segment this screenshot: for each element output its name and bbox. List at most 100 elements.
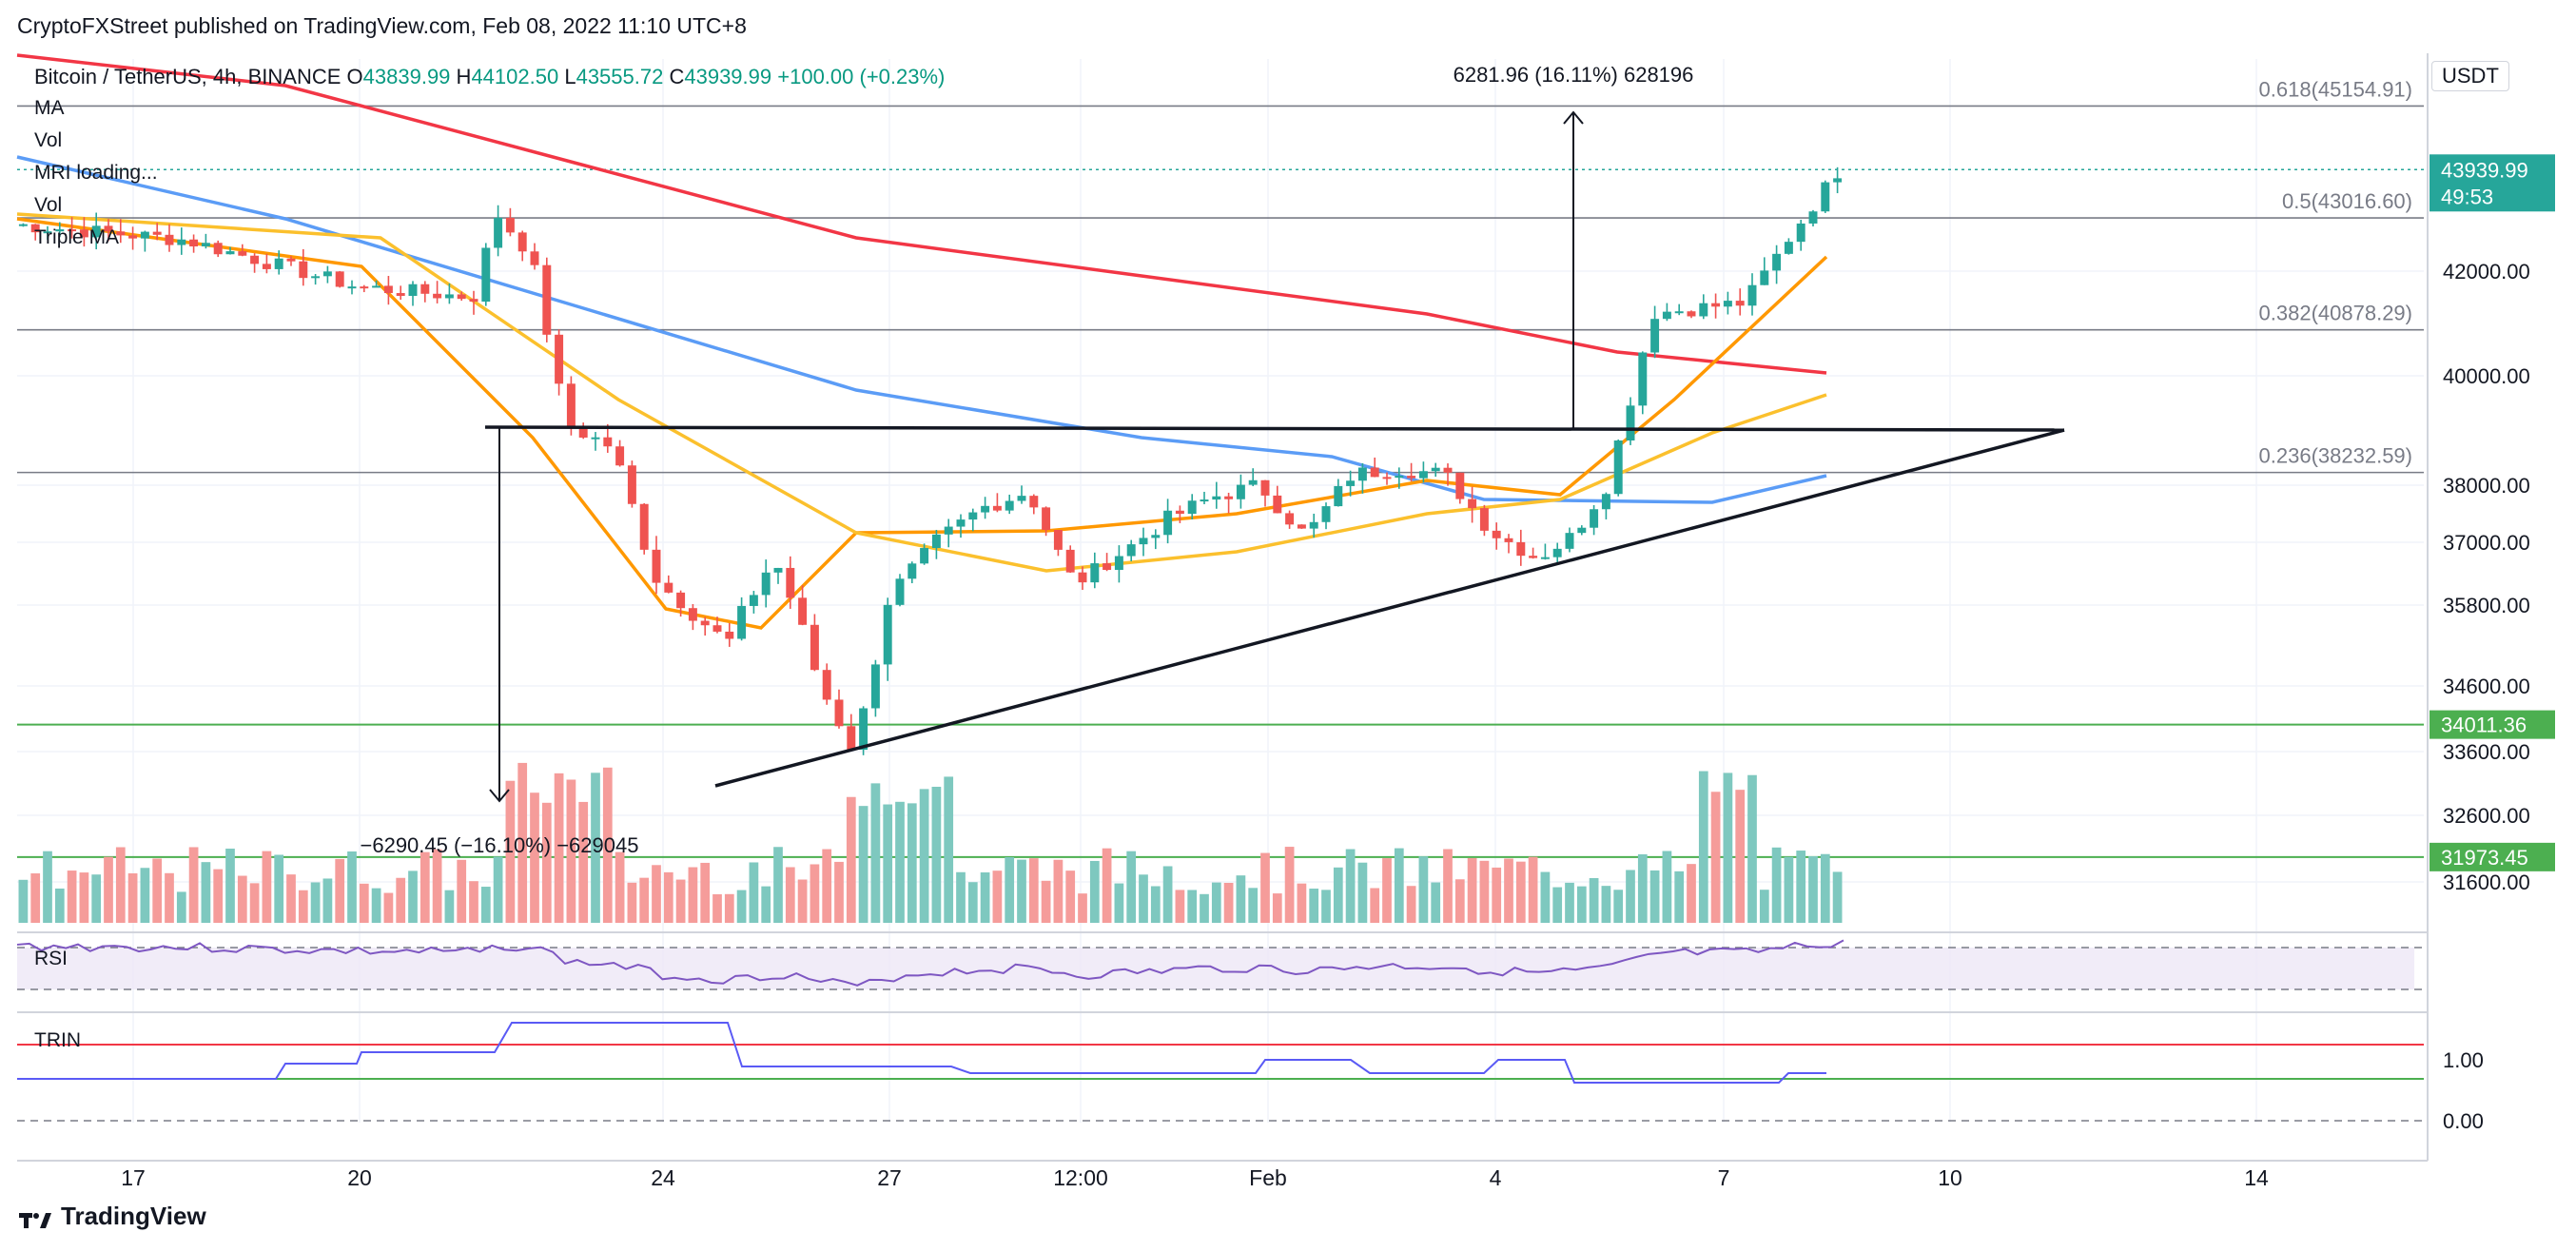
trin-tick-1: 0.00 (2443, 1109, 2484, 1133)
volume-bar (810, 864, 820, 923)
volume-bar (944, 776, 954, 923)
time-tick-7: 7 (1718, 1165, 1730, 1190)
support-badge-label-4: 34011.36 (2441, 714, 2527, 737)
candle-body (1431, 467, 1440, 472)
fib-levels: 0.618(45154.91) 0.5(43016.60) 0.382(40878.… (17, 77, 2555, 871)
candle-body (798, 597, 808, 625)
volume-bar (1565, 882, 1574, 923)
volume-bar (104, 856, 113, 923)
candle-body (1711, 303, 1721, 307)
candle-body (43, 231, 52, 234)
candle-body (627, 465, 636, 504)
volume-bar (1662, 851, 1672, 923)
candle-body (152, 231, 162, 235)
volume-bar (30, 873, 41, 923)
candle-body (1808, 211, 1818, 224)
candle-body (1650, 319, 1660, 353)
candle-body (360, 286, 369, 289)
volume-bar (1674, 871, 1685, 923)
indicator-vol[interactable]: Vol (34, 129, 63, 151)
candle-body (883, 604, 892, 665)
volume-bar (457, 859, 467, 923)
candle-body (347, 286, 357, 289)
candle-body (1175, 510, 1184, 515)
volume-bar (201, 862, 211, 923)
candle-body (956, 519, 966, 527)
ohlc-close-label: C (669, 65, 685, 88)
ohlc-high-label: H (456, 65, 472, 88)
volume-bar (797, 879, 808, 923)
candle-body (457, 294, 466, 300)
candle-body (542, 264, 552, 335)
volume-bar (615, 851, 625, 923)
candle-body (1687, 311, 1696, 317)
indicator-triple-ma[interactable]: Triple MA (34, 226, 120, 248)
volume-bar (1345, 849, 1356, 923)
candle-body (615, 446, 625, 466)
indicator-vol-2[interactable]: Vol (34, 194, 63, 216)
volume-bar (396, 877, 406, 923)
candle-body (396, 293, 405, 297)
candle-body (517, 232, 527, 252)
volume-bar (554, 773, 564, 923)
volume-bar (870, 783, 881, 923)
volume-bar (1454, 879, 1465, 923)
ohlc-change: +100.00 (+0.23%) (777, 65, 946, 88)
volume-bar (591, 773, 600, 923)
volume-bar (1150, 886, 1161, 923)
volume-bar (262, 851, 272, 923)
ohlc-open: 43839.99 (362, 65, 451, 88)
candle-body (847, 726, 856, 751)
candle-body (1357, 467, 1367, 481)
volume-bar (480, 887, 491, 923)
volume-bar (688, 867, 698, 923)
candle-body (433, 293, 442, 299)
volume-bar (335, 858, 345, 923)
candle-body (1309, 521, 1318, 529)
measure-up-label: 6281.96 (16.11%) 628196 (1454, 63, 1694, 87)
candle-body (737, 605, 747, 639)
volume-bar (1041, 880, 1051, 923)
volume-bar (1187, 890, 1198, 923)
volume-bar (274, 854, 284, 923)
volume-bar (1005, 856, 1015, 923)
volume-bar (1576, 886, 1587, 923)
ma-orange-line (16, 217, 1828, 630)
volume-bar (980, 871, 990, 923)
candle-body (1260, 479, 1270, 496)
volume-bar (1515, 861, 1526, 923)
volume-bar (444, 890, 455, 923)
candle-body (1370, 467, 1379, 478)
candle-body (1613, 440, 1623, 495)
candle-body (1479, 508, 1489, 531)
indicator-ma[interactable]: MA (34, 97, 65, 119)
price-tick-5: 34600.00 (2443, 675, 2530, 698)
candle-body (639, 503, 649, 550)
volume-bars (18, 762, 1843, 923)
volume-bar (1284, 847, 1295, 923)
grid (17, 59, 2424, 1123)
volume-bar (639, 877, 650, 923)
candle-body (1285, 513, 1295, 525)
volume-bar (1626, 870, 1635, 923)
volume-bar (1309, 889, 1319, 923)
candle-body (469, 299, 478, 303)
volume-bar (469, 881, 478, 923)
volume-bar (627, 882, 637, 923)
indicator-mri[interactable]: MRI loading... (34, 162, 158, 184)
candle-body (1821, 182, 1830, 212)
candle-body (968, 512, 978, 520)
price-tick-4: 35800.00 (2443, 594, 2530, 617)
candle-body (1407, 476, 1416, 479)
volume-bar (1710, 792, 1721, 923)
ohlc-high: 44102.50 (471, 65, 559, 88)
last-price-badge (2430, 154, 2555, 212)
candle-body (1772, 253, 1782, 271)
candle-body (1492, 530, 1501, 538)
candle-body (1455, 472, 1465, 499)
candle-body (372, 285, 381, 288)
volume-bar (1771, 847, 1782, 923)
volume-bar (359, 883, 369, 923)
currency-button[interactable]: USDT (2431, 61, 2509, 91)
